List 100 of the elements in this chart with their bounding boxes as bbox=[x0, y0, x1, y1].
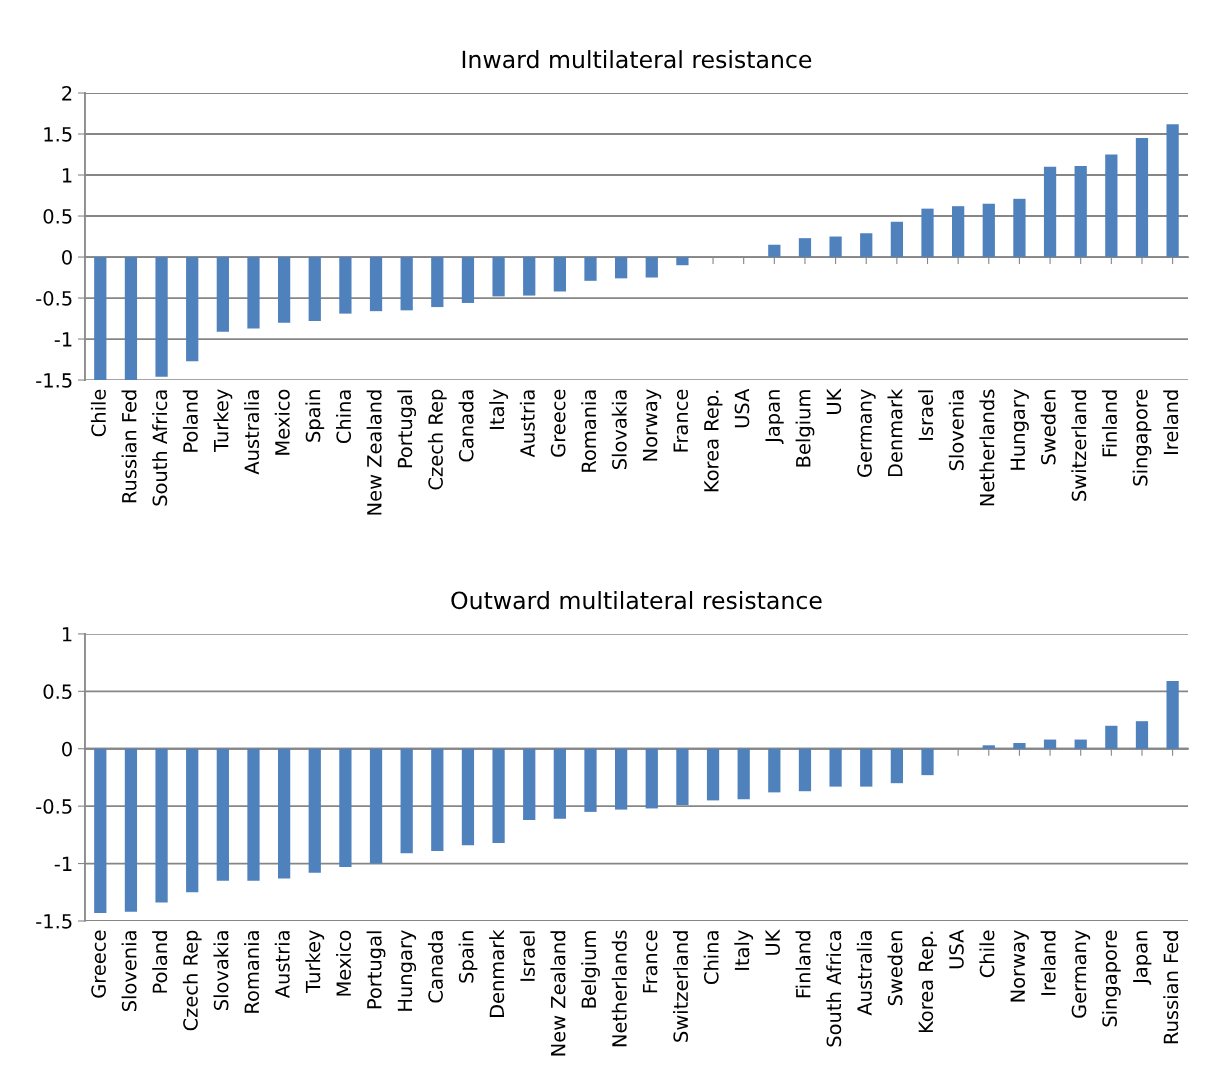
x-tick-label: France bbox=[673, 389, 689, 452]
bar bbox=[94, 257, 107, 381]
y-tick-label: 1 bbox=[62, 627, 72, 642]
bar bbox=[400, 748, 413, 854]
bar bbox=[676, 748, 689, 805]
bar bbox=[768, 244, 781, 258]
bar bbox=[1135, 138, 1149, 258]
x-tick-label: Australia bbox=[244, 390, 260, 475]
bar bbox=[1166, 681, 1179, 749]
x-tick-label: Switzerland bbox=[1071, 390, 1087, 501]
bar bbox=[737, 748, 750, 800]
x-tick-label: Austria bbox=[519, 390, 535, 458]
x-tick-label: Chile bbox=[979, 930, 995, 978]
bar bbox=[186, 748, 199, 893]
bar bbox=[860, 233, 873, 258]
x-tick-label: Singapore bbox=[1132, 389, 1152, 486]
x-tick-label: France bbox=[642, 930, 658, 993]
x-tick-label: Germany bbox=[857, 389, 876, 477]
x-tick-label: New Zealand bbox=[366, 390, 382, 515]
x-tick-label: Mexico bbox=[335, 930, 352, 996]
y-tick-label: 2 bbox=[62, 85, 72, 101]
x-tick-label: Finland bbox=[1101, 390, 1117, 457]
y-tick-label: 1 bbox=[62, 168, 72, 183]
bar bbox=[584, 748, 597, 812]
bar bbox=[1105, 154, 1118, 258]
x-tick-label: Czech Rep bbox=[182, 930, 202, 1031]
bar bbox=[982, 745, 995, 749]
bar bbox=[431, 257, 444, 308]
bar bbox=[186, 257, 199, 362]
x-tick-label: Netherlands bbox=[611, 930, 627, 1047]
x-tick-label: Chile bbox=[90, 389, 106, 437]
x-tick-label: New Zealand bbox=[550, 931, 566, 1056]
y-tick-label: 0.5 bbox=[43, 208, 72, 224]
bar bbox=[982, 203, 995, 258]
bar bbox=[155, 748, 168, 903]
bar bbox=[829, 236, 842, 258]
bar bbox=[676, 257, 689, 266]
x-tick-label: Finland bbox=[795, 931, 811, 998]
x-tick-label: Israel bbox=[918, 390, 934, 440]
y-tick-label: 0.5 bbox=[43, 684, 72, 699]
x-tick-label: Turkey bbox=[305, 930, 325, 993]
x-tick-label: Norway bbox=[642, 389, 662, 461]
x-tick-label: Slovenia bbox=[121, 931, 137, 1012]
bar bbox=[94, 748, 107, 913]
x-tick-label: Netherlands bbox=[979, 389, 995, 506]
x-tick-label: Poland bbox=[182, 390, 198, 452]
y-tick-label: -1 bbox=[54, 332, 72, 347]
bar bbox=[308, 748, 321, 873]
x-tick-label: Belgium bbox=[581, 931, 600, 1008]
bar bbox=[492, 257, 505, 297]
bar bbox=[216, 748, 229, 881]
bar bbox=[584, 257, 597, 281]
x-tick-label: Sweden bbox=[1040, 390, 1056, 465]
bar bbox=[1105, 725, 1118, 749]
x-tick-label: Romania bbox=[581, 390, 597, 472]
x-tick-label: Sweden bbox=[887, 931, 903, 1006]
x-tick-label: Hungary bbox=[397, 930, 417, 1011]
bar bbox=[523, 257, 536, 296]
bar bbox=[645, 748, 658, 809]
x-tick-label: Norway bbox=[1010, 930, 1029, 1002]
bar bbox=[553, 257, 566, 292]
x-tick-label: Spain bbox=[305, 390, 325, 442]
bar bbox=[921, 748, 934, 776]
x-tick-label: UK bbox=[826, 388, 842, 414]
x-tick-label: Poland bbox=[152, 931, 168, 993]
y-tick-label: 0 bbox=[62, 741, 72, 757]
bar bbox=[1043, 739, 1057, 749]
chart-title: Inward multilateral resistance bbox=[462, 50, 812, 69]
x-tick-label: Hungary bbox=[1010, 389, 1029, 470]
x-tick-label: Korea Rep. bbox=[918, 931, 937, 1033]
x-tick-label: Canada bbox=[458, 390, 474, 462]
bar bbox=[155, 257, 168, 377]
bar bbox=[277, 748, 291, 879]
bar bbox=[1074, 739, 1087, 749]
bar bbox=[1013, 198, 1026, 258]
bar bbox=[523, 748, 536, 820]
x-tick-label: Ireland bbox=[1163, 390, 1179, 454]
bar bbox=[921, 208, 934, 258]
bar bbox=[615, 748, 628, 810]
bar bbox=[461, 748, 475, 846]
bar bbox=[645, 257, 658, 278]
x-tick-label: Slovakia bbox=[611, 390, 627, 470]
x-tick-label: China bbox=[703, 931, 719, 985]
x-tick-label: Canada bbox=[427, 931, 443, 1003]
bar bbox=[339, 257, 352, 314]
bar bbox=[277, 257, 291, 323]
x-tick-label: Korea Rep. bbox=[704, 390, 723, 492]
y-tick-label: -1.5 bbox=[36, 373, 72, 388]
x-tick-label: Australia bbox=[856, 931, 872, 1016]
bar bbox=[553, 748, 566, 819]
chart-title: Outward multilateral resistance bbox=[451, 590, 822, 610]
y-tick-label: 0 bbox=[62, 249, 72, 265]
x-tick-label: Portugal bbox=[366, 931, 386, 1009]
x-tick-label: Turkey bbox=[213, 389, 233, 452]
x-tick-label: Italy bbox=[734, 930, 754, 970]
bar bbox=[461, 257, 475, 303]
bar bbox=[952, 206, 965, 258]
bar bbox=[247, 257, 260, 329]
bar bbox=[829, 748, 842, 787]
x-tick-label: Israel bbox=[519, 931, 535, 981]
